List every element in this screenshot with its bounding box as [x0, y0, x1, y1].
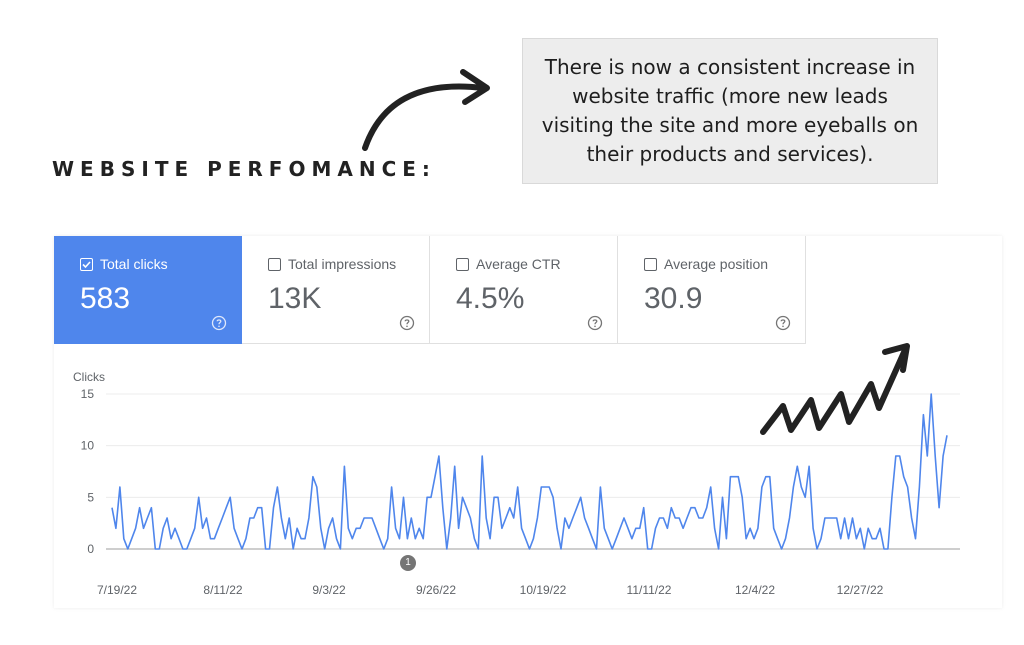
metric-card-total-clicks[interactable]: Total clicks 583	[54, 236, 242, 344]
x-tick-label: 7/19/22	[97, 583, 137, 597]
metric-value: 4.5%	[456, 282, 525, 315]
help-icon[interactable]	[587, 315, 603, 331]
x-tick-label: 12/27/22	[837, 583, 884, 597]
x-tick-label: 9/26/22	[416, 583, 456, 597]
metric-label: Average position	[664, 256, 769, 272]
metric-label: Total clicks	[100, 256, 168, 272]
curved-arrow-icon	[362, 69, 490, 151]
annotation-note-box: There is now a consistent increase in we…	[522, 38, 938, 184]
metric-label: Total impressions	[288, 256, 397, 272]
metric-label-row: Total impressions	[268, 256, 396, 272]
help-icon[interactable]	[399, 315, 415, 331]
metric-card-average-position[interactable]: Average position 30.9	[618, 236, 806, 344]
metric-card-average-ctr[interactable]: Average CTR 4.5%	[430, 236, 618, 344]
website-performance-heading: WEBSITE PERFOMANCE:	[52, 157, 436, 181]
metric-label-row: Average CTR	[456, 256, 561, 272]
metric-label: Average CTR	[476, 256, 561, 272]
checkbox-checked-icon[interactable]	[80, 257, 93, 271]
clicks-series-line	[111, 393, 948, 550]
zigzag-arrow-icon	[760, 343, 910, 435]
performance-panel: Total clicks 583 Total impressions 13K	[54, 236, 1002, 608]
metric-label-row: Average position	[644, 256, 768, 272]
x-tick-label: 12/4/22	[735, 583, 775, 597]
y-tick-label: 10	[81, 439, 95, 453]
help-icon[interactable]	[775, 315, 791, 331]
y-tick-label: 5	[87, 490, 94, 504]
metric-value: 583	[80, 282, 131, 315]
metric-value: 13K	[268, 282, 322, 315]
help-icon[interactable]	[211, 315, 227, 331]
y-axis-label: Clicks	[73, 370, 105, 384]
metric-label-row: Total clicks	[80, 256, 168, 272]
metric-value: 30.9	[644, 282, 703, 315]
metric-card-total-impressions[interactable]: Total impressions 13K	[242, 236, 430, 344]
checkbox-unchecked-icon[interactable]	[644, 257, 657, 271]
x-tick-label: 8/11/22	[203, 583, 242, 597]
checkbox-unchecked-icon[interactable]	[456, 257, 469, 271]
x-tick-label: 9/3/22	[312, 583, 346, 597]
y-tick-label: 15	[81, 387, 95, 401]
x-tick-label: 11/11/22	[627, 583, 672, 597]
x-tick-label: 10/19/22	[520, 583, 567, 597]
annotation-note-text: There is now a consistent increase in we…	[541, 55, 919, 166]
chart-annotation-marker[interactable]: 1	[400, 555, 416, 571]
y-tick-label: 0	[87, 542, 94, 556]
checkbox-unchecked-icon[interactable]	[268, 257, 281, 271]
